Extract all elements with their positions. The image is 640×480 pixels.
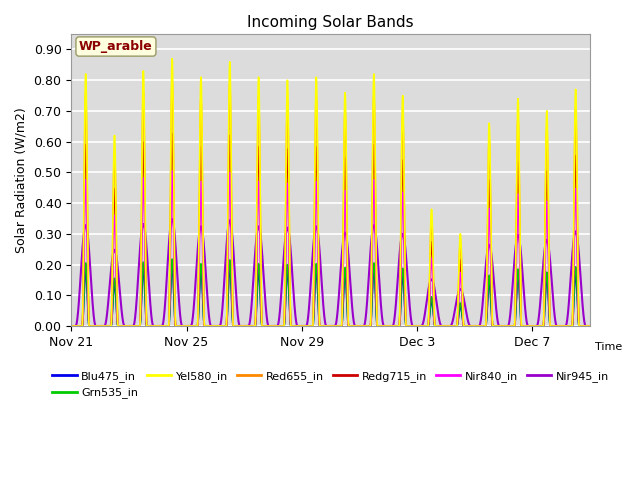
Title: Incoming Solar Bands: Incoming Solar Bands xyxy=(247,15,414,30)
Y-axis label: Solar Radiation (W/m2): Solar Radiation (W/m2) xyxy=(15,107,28,253)
Text: WP_arable: WP_arable xyxy=(79,40,153,53)
Legend: Blu475_in, Grn535_in, Yel580_in, Red655_in, Redg715_in, Nir840_in, Nir945_in: Blu475_in, Grn535_in, Yel580_in, Red655_… xyxy=(48,367,614,403)
Text: Time: Time xyxy=(595,342,623,352)
